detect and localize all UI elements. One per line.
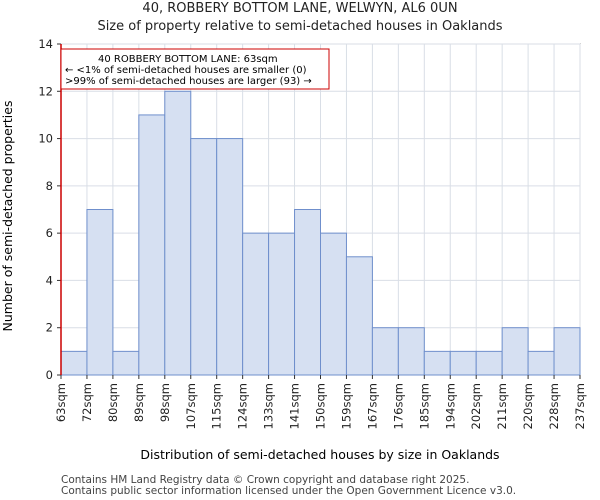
bar-80sqm bbox=[112, 350, 140, 376]
y-tick-label-6: 12 bbox=[38, 84, 53, 98]
y-axis-label: Number of semi-detached properties bbox=[0, 101, 15, 332]
bar-211sqm bbox=[501, 327, 529, 376]
bar-98sqm bbox=[164, 90, 192, 376]
annotation-line-2: ← <1% of semi-detached houses are smalle… bbox=[65, 65, 307, 76]
x-tick-label-237sqm: 237sqm bbox=[573, 383, 587, 429]
x-tick-label-107sqm: 107sqm bbox=[184, 383, 198, 429]
y-tick-label-7: 14 bbox=[38, 37, 53, 51]
x-tick-label-133sqm: 133sqm bbox=[262, 383, 276, 429]
x-tick-label-80sqm: 80sqm bbox=[106, 383, 120, 422]
bar-150sqm bbox=[320, 232, 347, 376]
annotation-line-1: 40 ROBBERY BOTTOM LANE: 63sqm bbox=[98, 54, 278, 65]
bar-228sqm bbox=[553, 327, 581, 376]
x-axis-ticks: 63sqm 72sqm 80sqm 89sqm 98sqm 107sqm 115sqm 124… bbox=[54, 375, 587, 429]
footer-copyright: Contains HM Land Registry data © Crown c… bbox=[61, 474, 470, 486]
bar-167sqm bbox=[371, 327, 399, 376]
bar-63sqm bbox=[60, 350, 88, 376]
y-tick-label-4: 8 bbox=[46, 179, 53, 193]
x-tick-label-63sqm: 63sqm bbox=[54, 383, 68, 422]
x-tick-label-159sqm: 159sqm bbox=[339, 383, 353, 429]
x-tick-label-115sqm: 115sqm bbox=[210, 383, 224, 429]
x-tick-label-228sqm: 228sqm bbox=[547, 383, 561, 429]
x-tick-label-211sqm: 211sqm bbox=[495, 383, 509, 429]
x-tick-label-124sqm: 124sqm bbox=[236, 383, 250, 429]
y-tick-label-3: 6 bbox=[46, 226, 53, 240]
bar-115sqm bbox=[216, 138, 244, 376]
bar-124sqm bbox=[242, 232, 270, 376]
bar-220sqm bbox=[527, 350, 555, 376]
y-tick-label-5: 10 bbox=[38, 132, 53, 146]
chart-subtitle: Size of property relative to semi-detach… bbox=[97, 19, 503, 34]
bar-72sqm bbox=[86, 209, 114, 376]
x-tick-label-98sqm: 98sqm bbox=[158, 383, 172, 422]
bar-185sqm bbox=[423, 350, 451, 376]
x-tick-label-185sqm: 185sqm bbox=[417, 383, 431, 429]
y-tick-label-0: 0 bbox=[46, 368, 53, 382]
x-tick-label-176sqm: 176sqm bbox=[391, 383, 405, 429]
x-tick-label-167sqm: 167sqm bbox=[365, 383, 379, 429]
x-tick-label-150sqm: 150sqm bbox=[314, 383, 328, 429]
bar-89sqm bbox=[138, 114, 166, 376]
footer-licence: Contains public sector information licen… bbox=[61, 485, 517, 497]
chart-title: 40, ROBBERY BOTTOM LANE, WELWYN, AL6 0UN bbox=[142, 1, 458, 16]
x-tick-label-72sqm: 72sqm bbox=[80, 383, 94, 422]
y-axis-ticks: 0 2 4 6 8 10 12 14 bbox=[38, 37, 61, 382]
x-tick-label-220sqm: 220sqm bbox=[521, 383, 535, 429]
x-tick-label-89sqm: 89sqm bbox=[132, 383, 146, 422]
y-tick-label-1: 2 bbox=[46, 321, 53, 335]
bar-107sqm bbox=[190, 138, 218, 376]
x-tick-label-141sqm: 141sqm bbox=[288, 383, 302, 429]
bar-176sqm bbox=[397, 327, 425, 376]
x-tick-label-194sqm: 194sqm bbox=[443, 383, 457, 429]
bars bbox=[60, 90, 581, 376]
annotation-box bbox=[60, 48, 330, 90]
bar-141sqm bbox=[294, 209, 321, 376]
bar-194sqm bbox=[449, 350, 477, 376]
annotation-line-3: >99% of semi-detached houses are larger … bbox=[65, 76, 312, 87]
x-tick-label-202sqm: 202sqm bbox=[469, 383, 483, 429]
bar-159sqm bbox=[345, 256, 373, 376]
y-tick-label-2: 4 bbox=[46, 273, 53, 287]
x-axis-label: Distribution of semi-detached houses by … bbox=[140, 447, 499, 462]
bar-202sqm bbox=[475, 350, 503, 376]
bar-133sqm bbox=[268, 232, 296, 376]
